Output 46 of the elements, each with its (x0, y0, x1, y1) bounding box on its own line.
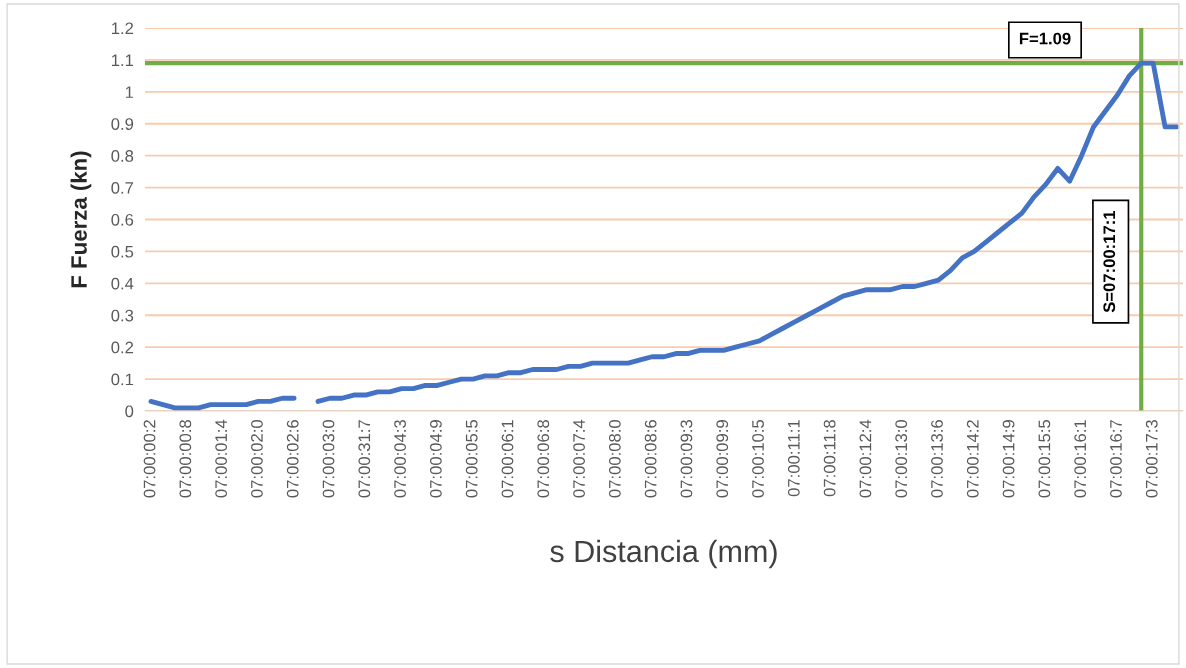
x-axis-title: s Distancia (mm) (550, 539, 777, 569)
x-tick-label: 07:00:17:3 (1145, 420, 1158, 498)
x-tick-label: 07:00:07:4 (573, 419, 585, 498)
y-tick-label: 0.2 (111, 341, 134, 354)
x-tick-label: 07:00:12:4 (859, 419, 872, 498)
y-tick-label: 0.6 (111, 213, 134, 226)
y-tick-label: 0.7 (111, 181, 134, 194)
x-tick-label: 07:00:16:1 (1074, 420, 1087, 498)
x-tick-label: 07:00:11:8 (823, 420, 836, 497)
y-tick-label: 0.8 (111, 150, 134, 162)
y-tick-label: 0.9 (111, 118, 134, 130)
x-tick-label: 07:00:10:5 (752, 420, 764, 498)
x-tick-label: 07:00:06:8 (537, 420, 550, 498)
x-tick-label: 07:00:02:0 (251, 419, 263, 498)
ref-line-label: F=1.09 (1019, 32, 1071, 45)
y-tick-label: 1.1 (111, 54, 134, 66)
x-tick-label: 07:00:08:6 (644, 420, 657, 498)
y-tick-label: 0.1 (111, 373, 134, 386)
x-tick-label: 07:00:03:0 (322, 419, 335, 498)
x-tick-label: 07:00:00:8 (179, 420, 192, 498)
x-tick-label: 07:00:14:2 (966, 420, 979, 498)
x-tick-label: 07:00:04:9 (429, 420, 442, 498)
x-tick-label: 07:00:13:6 (931, 420, 943, 498)
x-tick-label: 07:00:01:4 (215, 419, 228, 498)
y-tick-label: 0.3 (111, 309, 134, 322)
y-tick-label: 1.2 (111, 22, 134, 35)
y-tick-label: 0 (125, 405, 134, 418)
y-axis-title: F Fuerza (kn) (70, 151, 92, 288)
x-tick-label: 07:00:14:9 (1002, 420, 1015, 498)
x-tick-label: 07:00:31:7 (358, 420, 371, 498)
y-tick-label: 0.5 (111, 245, 134, 258)
x-tick-label: 07:00:09:3 (680, 420, 693, 498)
annotation: S=07:00:17:1 (1103, 210, 1116, 313)
x-tick-label: 07:00:06:1 (501, 420, 514, 498)
y-tick-label: 0.4 (111, 277, 134, 290)
y-tick-label: 1 (125, 86, 134, 98)
x-tick-label: 07:00:15:5 (1038, 420, 1051, 498)
x-tick-label: 07:00:08:0 (608, 419, 621, 498)
x-tick-label: 07:00:02:6 (286, 420, 299, 498)
x-tick-label: 07:00:13:0 (895, 419, 908, 498)
x-tick-label: 07:00:16:7 (1110, 420, 1122, 498)
x-tick-label: 07:00:05:5 (465, 420, 478, 498)
x-tick-label: 07:00:04:3 (394, 420, 406, 498)
x-tick-label: 07:00:09:9 (716, 420, 729, 498)
x-tick-label: 07:00:00:2 (143, 420, 156, 498)
x-tick-label: 07:00:11:1 (787, 420, 800, 497)
